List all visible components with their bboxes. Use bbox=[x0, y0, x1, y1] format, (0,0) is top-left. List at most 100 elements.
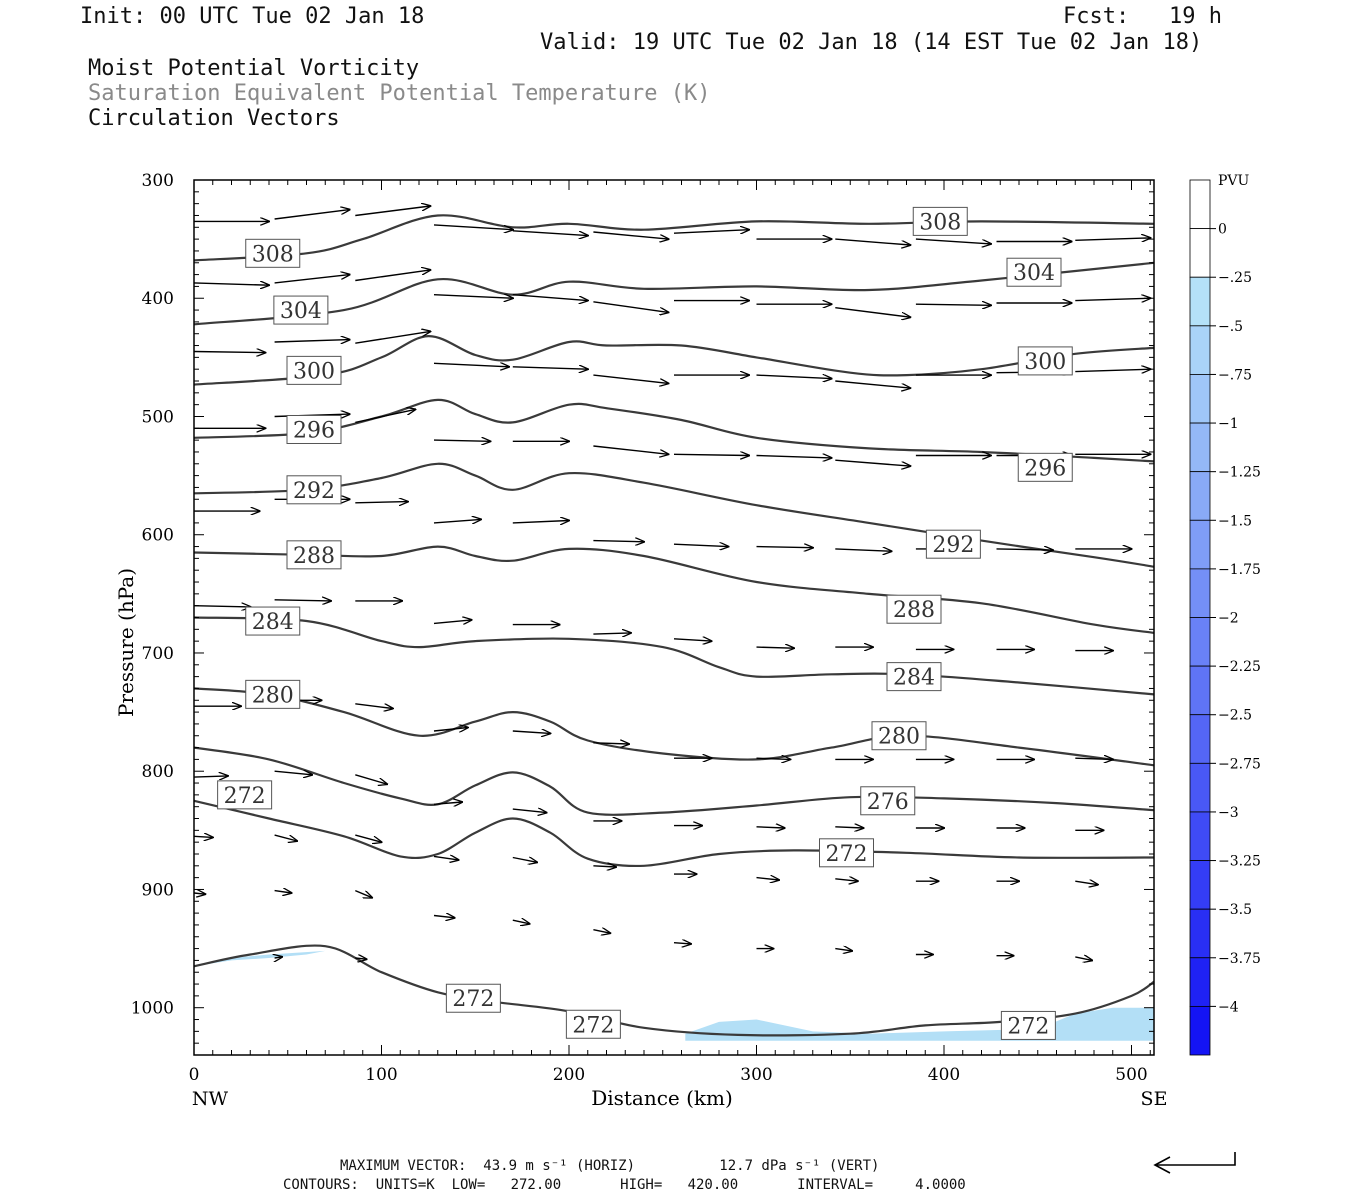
contour-280-line-7 bbox=[193, 687, 1155, 767]
contour-276-line-8 bbox=[193, 746, 1155, 816]
circulation-vector-103 bbox=[756, 878, 780, 880]
circulation-vector-97 bbox=[274, 834, 298, 841]
circulation-vector-53 bbox=[593, 541, 644, 542]
y-tick-label: 800 bbox=[142, 762, 174, 782]
contour-308-line-0 bbox=[193, 214, 1155, 262]
circulation-vector-101 bbox=[593, 866, 616, 867]
circulation-vector-24 bbox=[193, 352, 265, 353]
pv-shade-region-0 bbox=[194, 950, 326, 967]
contour-label-300: 300 bbox=[293, 359, 335, 384]
circulation-vector-31 bbox=[756, 375, 832, 379]
pv-colorbar-label: −.75 bbox=[1218, 367, 1252, 383]
y-tick-label: 700 bbox=[142, 644, 174, 664]
circulation-vector-110 bbox=[355, 889, 372, 898]
pv-colorbar-segment bbox=[1189, 762, 1211, 813]
x-tick-label: 100 bbox=[365, 1065, 397, 1085]
circulation-vector-66 bbox=[673, 639, 712, 641]
circulation-vector-108 bbox=[193, 893, 205, 894]
contour-label-304: 304 bbox=[280, 299, 322, 324]
circulation-vector-35 bbox=[1075, 369, 1150, 371]
circulation-vector-98 bbox=[355, 834, 381, 842]
circulation-vector-60 bbox=[193, 606, 250, 607]
circulation-vector-52 bbox=[512, 521, 569, 523]
circulation-vector-13 bbox=[274, 275, 350, 284]
circulation-vector-58 bbox=[996, 549, 1053, 550]
contour-label-box-292 bbox=[286, 475, 342, 505]
circulation-vector-111 bbox=[433, 916, 455, 918]
contour-label-272: 272 bbox=[826, 842, 868, 867]
circulation-vector-92 bbox=[835, 827, 863, 828]
circulation-vector-1 bbox=[274, 210, 350, 220]
pv-colorbar-segment bbox=[1189, 519, 1211, 570]
pv-colorbar-label: −3 bbox=[1218, 805, 1239, 821]
y-tick-label: 1000 bbox=[131, 999, 174, 1019]
x-end-label-right: SE bbox=[1141, 1088, 1168, 1110]
pv-colorbar-segment bbox=[1189, 714, 1211, 764]
circulation-vector-96 bbox=[193, 836, 213, 837]
circulation-vector-5 bbox=[593, 231, 668, 239]
circulation-vector-17 bbox=[593, 301, 668, 313]
contour-info: CONTOURS: UNITS=K LOW= 272.00 HIGH= 420.… bbox=[283, 1177, 966, 1193]
contour-label-308: 308 bbox=[919, 210, 961, 235]
circulation-vector-104 bbox=[835, 879, 858, 881]
pv-colorbar-segment bbox=[1189, 422, 1211, 473]
contour-label-box-308 bbox=[912, 206, 968, 236]
contour-272-line-9 bbox=[193, 799, 1155, 868]
circulation-vector-67 bbox=[756, 647, 795, 648]
contour-label-box-288 bbox=[886, 594, 942, 624]
init-time: Init: 00 UTC Tue 02 Jan 18 bbox=[80, 4, 425, 29]
circulation-vector-4 bbox=[512, 230, 588, 236]
contour-label-284: 284 bbox=[252, 610, 294, 635]
contour-label-box-284 bbox=[886, 662, 942, 692]
contour-label-box-272 bbox=[445, 983, 501, 1013]
contour-label-box-300 bbox=[286, 355, 342, 385]
contour-label-304: 304 bbox=[1013, 261, 1055, 286]
circulation-vector-120 bbox=[275, 957, 283, 958]
circulation-vector-41 bbox=[593, 445, 668, 454]
contour-label-box-300 bbox=[1017, 346, 1073, 376]
circulation-vector-38 bbox=[355, 409, 415, 424]
pv-colorbar-label: −3.25 bbox=[1218, 854, 1261, 870]
circulation-vector-100 bbox=[512, 858, 537, 863]
circulation-vector-3 bbox=[433, 224, 513, 230]
circulation-vector-91 bbox=[756, 827, 785, 828]
pv-colorbar-segment bbox=[1189, 908, 1211, 959]
y-tick-label: 500 bbox=[142, 407, 174, 427]
contour-label-300: 300 bbox=[1024, 350, 1066, 375]
contour-label-288: 288 bbox=[293, 544, 335, 569]
field-title-mpv: Moist Potential Vorticity bbox=[88, 56, 420, 81]
reference-vector bbox=[1153, 1152, 1236, 1174]
contour-label-272: 272 bbox=[224, 784, 266, 809]
pv-colorbar-unit: PVU bbox=[1218, 173, 1250, 189]
pv-colorbar-label: −1 bbox=[1218, 416, 1239, 432]
y-tick-label: 300 bbox=[142, 171, 174, 191]
circulation-vector-77 bbox=[593, 743, 629, 744]
circulation-vector-12 bbox=[193, 283, 269, 285]
contour-label-box-276 bbox=[860, 786, 916, 816]
contour-label-box-304 bbox=[1006, 257, 1062, 287]
contour-292-line-4 bbox=[193, 462, 1155, 568]
valid-time: Valid: 19 UTC Tue 02 Jan 18 (14 EST Tue … bbox=[540, 30, 1203, 55]
pv-colorbar-label: −1.75 bbox=[1218, 562, 1261, 578]
pv-colorbar-label: −.5 bbox=[1218, 319, 1243, 335]
x-tick-label: 300 bbox=[740, 1065, 772, 1085]
x-end-label-left: NW bbox=[192, 1088, 229, 1110]
pv-colorbar-segment bbox=[1189, 374, 1211, 424]
pv-colorbar-segment bbox=[1189, 325, 1211, 375]
circulation-vector-74 bbox=[355, 703, 393, 709]
circulation-vector-21 bbox=[915, 304, 991, 305]
circulation-vector-20 bbox=[835, 307, 910, 318]
pv-colorbar-segment bbox=[1189, 276, 1211, 327]
circulation-vector-14 bbox=[355, 270, 430, 282]
y-axis-title: Pressure (hPa) bbox=[114, 568, 138, 717]
circulation-vector-121 bbox=[355, 958, 366, 959]
y-tick-label: 900 bbox=[142, 880, 174, 900]
pv-colorbar-segment bbox=[1189, 860, 1211, 910]
circulation-vector-9 bbox=[915, 238, 991, 244]
circulation-vector-42 bbox=[673, 454, 749, 455]
contour-300-line-2 bbox=[193, 334, 1155, 386]
contour-label-272: 272 bbox=[452, 987, 494, 1012]
contour-284-line-6 bbox=[193, 616, 1155, 696]
x-tick-label: 400 bbox=[928, 1065, 960, 1085]
circulation-vector-29 bbox=[593, 374, 668, 383]
